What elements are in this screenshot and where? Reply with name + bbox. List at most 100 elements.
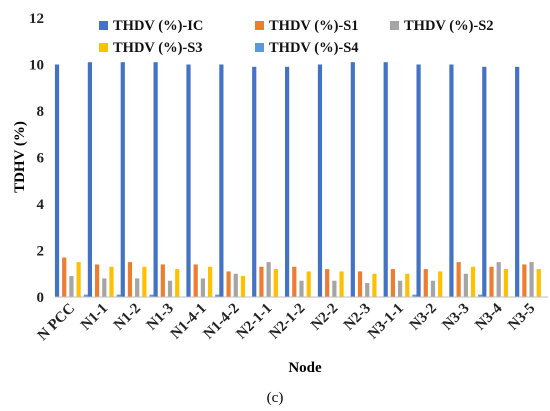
bar — [430, 280, 436, 297]
x-tick-label: N3-1-1 — [365, 301, 407, 343]
legend-label: THDV (%)-S2 — [404, 18, 494, 34]
bar — [95, 264, 100, 297]
x-axis-title: Node — [288, 360, 322, 376]
x-tick-label: N3-4 — [472, 300, 505, 333]
bar — [62, 257, 67, 297]
bar — [357, 271, 363, 297]
bar — [127, 262, 133, 298]
bar — [200, 278, 205, 297]
bar — [423, 269, 428, 297]
bar — [233, 273, 238, 297]
y-tick-label: 4 — [37, 197, 45, 213]
x-tick-label: N1-1 — [78, 301, 111, 334]
legend: THDV (%)-IC THDV (%)-S1 THDV (%)-S2 THDV (%… — [99, 18, 494, 56]
bar — [285, 66, 290, 297]
bar — [372, 273, 377, 297]
bar — [522, 264, 527, 297]
bar — [102, 278, 107, 297]
x-tick-label: N2-2 — [308, 301, 341, 334]
legend-swatch — [255, 43, 264, 52]
y-axis: 0 2 4 6 8 10 12 — [29, 11, 45, 306]
x-tick-label: N1-2 — [111, 301, 144, 334]
x-tick-label: N PCC — [35, 301, 78, 344]
legend-swatch — [390, 21, 399, 30]
bar — [208, 266, 213, 297]
bar — [116, 294, 121, 297]
bar — [120, 62, 125, 298]
bar — [482, 66, 487, 297]
bar — [306, 271, 311, 297]
bar — [317, 64, 323, 297]
bar — [259, 266, 264, 297]
x-tick-label: N1-4-2 — [201, 301, 243, 343]
bar — [438, 271, 443, 297]
y-tick-label: 10 — [29, 58, 44, 74]
legend-label: THDV (%)-S1 — [269, 18, 359, 34]
bar — [478, 294, 483, 297]
bar — [463, 273, 468, 297]
bar — [54, 64, 60, 297]
bar — [292, 266, 297, 297]
y-tick-label: 2 — [37, 244, 45, 260]
bar — [153, 62, 158, 298]
bar — [390, 269, 395, 297]
bar — [536, 269, 541, 297]
bar — [76, 262, 81, 298]
y-tick-label: 12 — [29, 11, 44, 27]
bar — [109, 266, 114, 297]
bar — [215, 294, 220, 297]
bar — [339, 271, 344, 297]
bar — [226, 271, 231, 297]
bars — [54, 62, 541, 298]
legend-swatch — [99, 43, 108, 52]
x-axis: N PCC N1-1 N1-2 N1-3N1-4-1N1-4-2N2-1-1N2-1-… — [35, 300, 539, 344]
bar — [167, 280, 173, 297]
legend-label: THDV (%)-S4 — [269, 40, 359, 56]
legend-swatch — [255, 21, 264, 30]
y-axis-title: TDHV (%) — [12, 121, 28, 193]
bar — [175, 269, 180, 297]
legend-swatch — [99, 21, 108, 30]
bar — [496, 262, 501, 298]
bar — [503, 269, 508, 297]
bar — [266, 262, 271, 298]
bar — [449, 64, 454, 297]
bar — [83, 294, 88, 297]
bar — [135, 278, 140, 297]
y-tick-label: 8 — [37, 104, 45, 120]
bar — [160, 264, 165, 297]
bar — [416, 64, 421, 297]
x-tick-label: N2-1-1 — [233, 301, 275, 343]
bar — [350, 62, 355, 298]
bar — [332, 280, 337, 297]
y-tick-label: 0 — [37, 290, 45, 306]
bar — [470, 266, 476, 297]
bar — [412, 294, 417, 297]
x-tick-label: N2-1-2 — [266, 301, 308, 343]
legend-label: THDV (%)-S3 — [113, 40, 203, 56]
bar — [252, 66, 257, 297]
bar — [299, 280, 304, 297]
bar — [219, 64, 224, 297]
bar — [365, 283, 370, 297]
x-tick-label: N1-4-1 — [168, 301, 210, 343]
bar — [87, 62, 92, 298]
y-tick-label: 6 — [37, 151, 45, 167]
bar — [529, 262, 534, 298]
bar — [515, 66, 520, 297]
bar — [273, 269, 278, 297]
bar — [325, 269, 330, 297]
bar — [405, 273, 410, 297]
x-tick-label: N3-3 — [440, 301, 473, 334]
x-tick-label: N3-2 — [407, 301, 440, 334]
bar — [69, 276, 74, 297]
x-tick-label: N3-5 — [505, 301, 538, 334]
bar — [240, 276, 246, 297]
bar — [456, 262, 461, 298]
bar — [489, 266, 494, 297]
legend-label: THDV (%)-IC — [113, 18, 203, 34]
bar — [383, 62, 388, 298]
bar — [149, 294, 154, 297]
bar — [186, 64, 191, 297]
